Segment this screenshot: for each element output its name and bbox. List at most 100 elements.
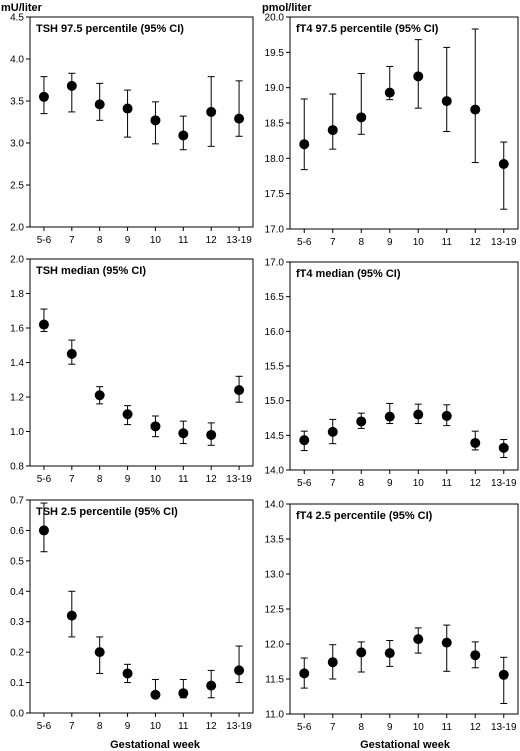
plot-frame [29, 258, 254, 467]
data-point [206, 429, 217, 440]
y-tick-label: 3.5 [10, 97, 24, 108]
data-point [122, 668, 133, 679]
x-tick-label: 9 [125, 721, 131, 732]
x-tick-label: 13-19 [491, 722, 517, 733]
y-tick-label: 14.0 [265, 466, 285, 477]
y-tick-label: 11.0 [265, 710, 284, 721]
data-point [384, 87, 395, 98]
data-point [413, 409, 424, 420]
data-point [94, 390, 105, 401]
y-tick-label: 0.2 [10, 648, 24, 659]
y-tick-label: 1.0 [10, 427, 24, 438]
x-tick-label: 5-6 [37, 474, 52, 485]
y-tick-label: 1.6 [10, 324, 24, 335]
y-tick-label: 16.0 [265, 327, 285, 338]
y-tick-label: 0.7 [10, 496, 24, 507]
chart-title: TSH 97.5 percentile (95% CI) [36, 23, 184, 35]
data-point [66, 80, 77, 91]
x-tick-label: 8 [97, 235, 103, 246]
data-point [498, 158, 509, 169]
data-point [327, 426, 338, 437]
x-tick-label: 8 [358, 722, 364, 733]
data-point [38, 525, 49, 536]
data-point [178, 428, 189, 439]
data-point [94, 647, 105, 658]
y-tick-label: 0.5 [10, 556, 24, 567]
x-tick-label: 13-19 [491, 237, 517, 248]
left-unit-label: mU/liter [1, 2, 43, 14]
x-tick-label: 11 [442, 237, 453, 248]
x-tick-label: 8 [97, 474, 103, 485]
right-x-axis-label: Gestational week [360, 739, 451, 751]
data-point [234, 113, 245, 124]
y-tick-label: 0.6 [10, 526, 24, 537]
x-tick-label: 10 [150, 721, 162, 732]
y-tick-label: 13.5 [265, 535, 285, 546]
y-tick-label: 15.5 [265, 362, 285, 373]
y-tick-label: 12.5 [265, 605, 285, 616]
plot-frame [289, 503, 519, 715]
x-tick-label: 11 [442, 478, 453, 489]
x-tick-label: 9 [387, 237, 393, 248]
chart-panel-1: TSH 97.5 percentile (95% CI) 2.0 2.5 3.0 3.5… [10, 13, 254, 246]
x-tick-label: 8 [97, 721, 103, 732]
y-tick-label: 2.0 [10, 255, 24, 266]
x-tick-label: 10 [413, 478, 425, 489]
data-point [299, 139, 310, 150]
data-point [178, 688, 189, 699]
x-tick-label: 9 [387, 478, 393, 489]
x-tick-label: 5-6 [297, 478, 312, 489]
x-tick-label: 7 [330, 237, 336, 248]
x-tick-label: 12 [206, 474, 218, 485]
y-tick-label: 2.0 [10, 223, 24, 234]
data-point [122, 103, 133, 114]
x-tick-label: 10 [150, 474, 162, 485]
data-point [206, 106, 217, 117]
data-point [441, 410, 452, 421]
y-tick-label: 13.0 [265, 570, 285, 581]
y-tick-label: 0.1 [10, 678, 24, 689]
data-point [150, 689, 161, 700]
y-tick-label: 14.0 [265, 500, 285, 511]
y-tick-label: 0.8 [10, 462, 24, 473]
x-tick-label: 12 [206, 235, 218, 246]
x-tick-label: 13-19 [226, 474, 252, 485]
y-tick-label: 0.4 [10, 587, 24, 598]
y-tick-label: 4.0 [10, 55, 24, 66]
y-tick-label: 3.0 [10, 139, 24, 150]
data-point [122, 409, 133, 420]
y-tick-label: 19.0 [265, 83, 285, 94]
data-point [327, 657, 338, 668]
y-tick-label: 2.5 [10, 181, 24, 192]
data-point [178, 130, 189, 141]
x-tick-label: 10 [150, 235, 162, 246]
data-point [150, 115, 161, 126]
chart-panel-6: fT4 2.5 percentile (95% CI) 11.0 11.5 12.0 1… [265, 500, 519, 733]
data-point [498, 442, 509, 453]
chart-panel-2: fT4 97.5 percentile (95% CI) 17.0 17.5 18.0… [265, 13, 519, 248]
x-tick-label: 12 [470, 478, 482, 489]
data-point [66, 610, 77, 621]
data-point [441, 637, 452, 648]
plot-frame [289, 16, 519, 230]
right-unit-label: pmol/liter [262, 2, 312, 14]
x-tick-label: 9 [125, 474, 131, 485]
data-point [470, 104, 481, 115]
plot-frame [29, 499, 254, 714]
x-tick-label: 13-19 [226, 235, 252, 246]
x-tick-label: 12 [470, 722, 482, 733]
x-tick-label: 7 [69, 721, 75, 732]
data-point [413, 634, 424, 645]
y-tick-label: 0.3 [10, 617, 24, 628]
x-tick-label: 7 [330, 722, 336, 733]
x-tick-label: 11 [442, 722, 453, 733]
data-point [384, 648, 395, 659]
plot-frame [29, 16, 254, 228]
data-point [356, 112, 367, 123]
data-point [94, 99, 105, 110]
y-tick-label: 12.0 [265, 640, 285, 651]
data-point [38, 319, 49, 330]
y-tick-label: 18.5 [265, 119, 285, 130]
x-tick-label: 13-19 [226, 721, 252, 732]
x-tick-label: 9 [125, 235, 131, 246]
